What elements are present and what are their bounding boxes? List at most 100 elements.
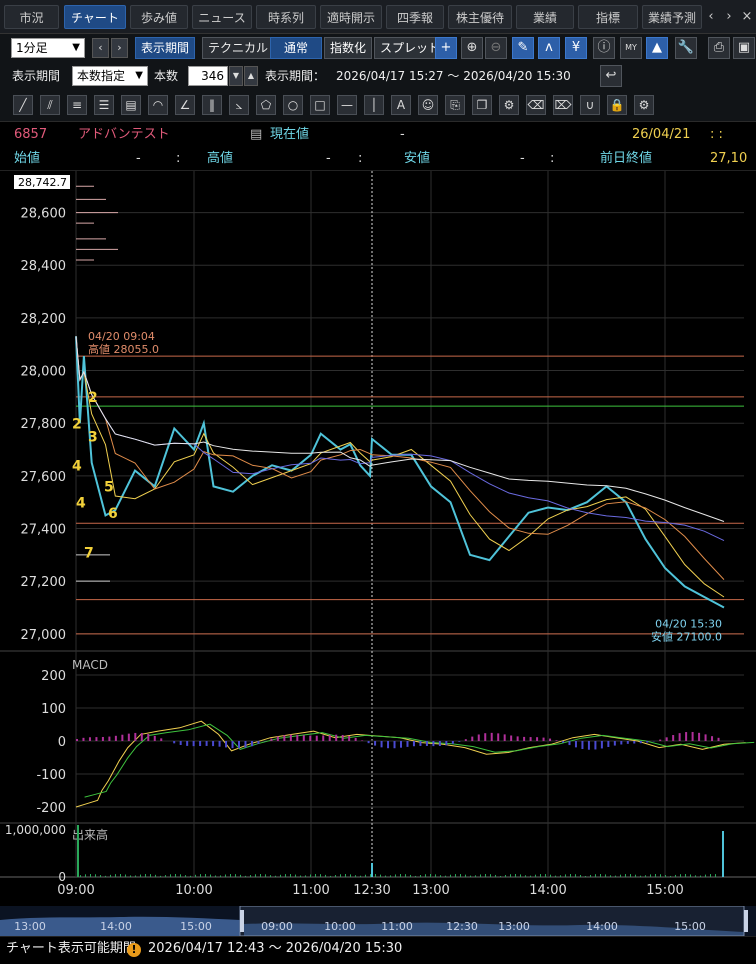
next-button[interactable]: › xyxy=(111,38,128,58)
close-icon[interactable]: × xyxy=(741,9,753,24)
volume-bar xyxy=(85,874,86,877)
volume-bar xyxy=(655,874,656,877)
prev-button[interactable]: ‹ xyxy=(92,38,109,58)
volume-bar xyxy=(620,874,621,877)
volume-bar xyxy=(90,874,91,877)
status-footer: チャート表示可能期間 ! 2026/04/17 12:43 ～ 2026/04/… xyxy=(0,936,756,964)
tab-shikiho[interactable]: 四季報 xyxy=(386,5,444,29)
macd-histogram-bar xyxy=(484,733,487,741)
zoom-out-icon[interactable]: ⊖ xyxy=(485,37,507,59)
icon-tool-icon[interactable]: ☺ xyxy=(418,95,438,115)
arc-tool-icon[interactable]: ◠ xyxy=(148,95,168,115)
info-icon[interactable]: ⓘ xyxy=(593,37,615,59)
tab-timeseries[interactable]: 時系列 xyxy=(256,5,316,29)
prev-close-value: 27,10 xyxy=(710,151,748,166)
chart-area-icon[interactable]: ▲ xyxy=(646,37,668,59)
tab-ticks[interactable]: 歩み値 xyxy=(130,5,188,29)
macd-histogram-bar xyxy=(698,732,701,741)
high-time: : xyxy=(358,151,363,166)
volume-bar xyxy=(180,874,181,877)
normal-button[interactable]: 通常 xyxy=(270,37,322,59)
list-tool-icon[interactable]: ▤ xyxy=(121,95,141,115)
line-tool-icon[interactable]: ╱ xyxy=(13,95,33,115)
tab-news[interactable]: ニュース xyxy=(192,5,252,29)
wrench-icon[interactable]: 🔧 xyxy=(675,37,697,59)
volume-bar xyxy=(530,875,531,877)
copy-tool-icon[interactable]: ⎘ xyxy=(445,95,465,115)
range-navigator[interactable]: 13:00 14:00 15:00 09:00 10:00 11:00 12:30 13:00… xyxy=(0,906,756,936)
pencil-icon[interactable]: ✎ xyxy=(512,37,534,59)
vline-tool-icon[interactable]: │ xyxy=(364,95,384,115)
my-icon[interactable]: MY xyxy=(620,37,642,59)
technical-button[interactable]: テクニカル xyxy=(202,37,275,59)
count-down-button[interactable]: ▼ xyxy=(229,66,243,86)
tab-results[interactable]: 業績 xyxy=(516,5,574,29)
tab-next-arrow-icon[interactable]: › xyxy=(726,9,732,24)
hlines-tool-icon[interactable]: ≡ xyxy=(67,95,87,115)
hline-tool-icon[interactable]: — xyxy=(337,95,357,115)
tab-yutai[interactable]: 株主優待 xyxy=(448,5,512,29)
save-icon[interactable]: ▣ xyxy=(733,37,755,59)
navigator-tick-label: 13:00 xyxy=(498,920,530,933)
warning-icon[interactable]: ! xyxy=(127,943,141,957)
vlines-tool-icon[interactable]: ‖ xyxy=(202,95,222,115)
memo-icon[interactable]: ▤ xyxy=(250,127,263,142)
volume-bar xyxy=(500,875,501,877)
tab-forecast[interactable]: 業績予測 xyxy=(642,5,702,29)
navigator-right-handle[interactable] xyxy=(744,910,748,932)
print-icon[interactable]: ⎙ xyxy=(708,37,730,59)
macd-tick-label: 200 xyxy=(41,669,66,684)
time-tick-label: 11:00 xyxy=(292,883,329,898)
wave-label: 4 xyxy=(72,459,82,475)
fib-tool-icon[interactable]: ☰ xyxy=(94,95,114,115)
magnet-icon[interactable]: ∪ xyxy=(580,95,600,115)
tab-indicators[interactable]: 指標 xyxy=(578,5,638,29)
period-mode-select[interactable]: 本数指定 ▼ xyxy=(72,66,148,86)
tab-disclosure[interactable]: 適時開示 xyxy=(320,5,382,29)
text-tool-icon[interactable]: A xyxy=(391,95,411,115)
navigator-left-handle[interactable] xyxy=(240,910,244,932)
eraser-icon[interactable]: ⌫ xyxy=(526,95,546,115)
angle-tool-icon[interactable]: ⦣ xyxy=(229,95,249,115)
volume-tick: 1,000,000 xyxy=(5,823,66,837)
volume-profile xyxy=(76,185,118,582)
macd-histogram-bar xyxy=(289,734,292,741)
volume-bar xyxy=(375,874,376,877)
eraser-all-icon[interactable]: ⌦ xyxy=(553,95,573,115)
gear-tool-icon[interactable]: ⚙ xyxy=(499,95,519,115)
volume-bar xyxy=(625,874,626,877)
macd-histogram-bar xyxy=(387,741,390,749)
parallel-tool-icon[interactable]: ⫽ xyxy=(40,95,60,115)
zoom-in-icon[interactable]: ⊕ xyxy=(461,37,483,59)
spread-button[interactable]: スプレッド xyxy=(374,37,447,59)
circle-tool-icon[interactable]: ○ xyxy=(283,95,303,115)
yen-icon[interactable]: ¥ xyxy=(565,37,587,59)
display-period-button[interactable]: 表示期間 xyxy=(135,37,196,59)
macd-histogram-bar xyxy=(244,741,247,748)
fan-tool-icon[interactable]: ∠ xyxy=(175,95,195,115)
paste-tool-icon[interactable]: ❐ xyxy=(472,95,492,115)
count-input[interactable]: 346 xyxy=(188,66,228,86)
settings-icon[interactable]: ⚙ xyxy=(634,95,654,115)
volume-bar xyxy=(610,875,611,877)
count-up-button[interactable]: ▲ xyxy=(244,66,258,86)
volume-bar xyxy=(325,874,326,877)
pentagon-tool-icon[interactable]: ⬠ xyxy=(256,95,276,115)
macd-histogram-bar xyxy=(380,741,383,748)
plus-icon[interactable]: + xyxy=(435,37,457,59)
compare-icon[interactable]: ᴧ xyxy=(538,37,560,59)
macd-histogram-bar xyxy=(451,741,454,744)
macd-histogram-bar xyxy=(309,735,312,741)
macd-histogram-bar xyxy=(672,735,675,741)
macd-histogram-bar xyxy=(542,737,545,741)
tab-prev-arrow-icon[interactable]: ‹ xyxy=(708,9,714,24)
return-icon[interactable]: ↩ xyxy=(600,65,622,87)
rect-tool-icon[interactable]: □ xyxy=(310,95,330,115)
tab-market[interactable]: 市況 xyxy=(4,5,59,29)
interval-select[interactable]: 1分足 ▼ xyxy=(11,38,85,58)
price-chart[interactable]: 28,600 28,400 28,200 28,000 27,800 27,600 27,4… xyxy=(0,171,756,904)
macd-histogram-bar xyxy=(574,741,577,748)
index-button[interactable]: 指数化 xyxy=(324,37,373,59)
tab-chart[interactable]: チャート xyxy=(64,5,126,29)
lock-icon[interactable]: 🔒 xyxy=(607,95,627,115)
